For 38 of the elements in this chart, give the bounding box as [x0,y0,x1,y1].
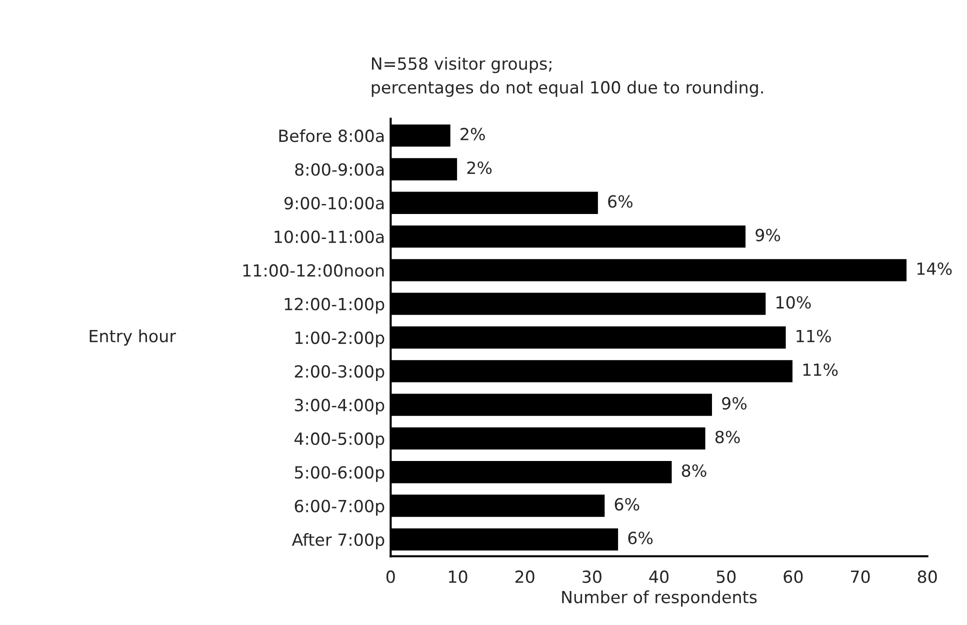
y-tick-label: 8:00-9:00a [295,163,384,176]
x-tick-label: 80 [918,570,937,584]
annotation: 8% [682,464,706,477]
x-tick-label: 60 [784,570,803,584]
x-tick-label: 70 [851,570,870,584]
annotation: 11% [803,363,838,376]
x-tick-label: 30 [582,570,602,584]
annotation: 6% [614,498,640,511]
annotation: 6% [608,195,632,208]
annotation: 9% [756,228,780,242]
y-tick-label: 6:00-7:00p [294,500,384,516]
x-axis-title: Number of respondents [562,590,757,607]
x-tick-label: 50 [716,570,736,584]
y-tick-label: 4:00-5:00p [294,432,384,448]
y-tick-label: 10:00-11:00a [274,230,384,244]
chart-title: N=558 visitor groups; percentages do not equal 100 due to rounding. [372,57,763,97]
y-tick-label: 5:00-6:00p [294,466,384,482]
annotation: 10% [776,296,811,309]
y-tick-label: 12:00-1:00p [284,298,384,314]
y-tick-label: 1:00-2:00p [295,331,384,348]
y-axis-title: Entry hour [90,329,176,346]
annotation: 11% [796,330,831,342]
annotation: 2% [467,161,492,174]
y-tick-label: 9:00-10:00a [284,196,384,210]
y-tick-label: 11:00-12:00noon [243,264,384,277]
y-tick-label: After 7:00p [292,533,384,550]
y-tick-label: Before 8:00a [279,129,384,142]
annotation: 14% [917,262,952,276]
annotation: 2% [460,128,485,140]
x-tick-label: 0 [386,570,395,584]
y-tick-label: 2:00-3:00p [294,365,384,381]
annotation: 8% [715,430,740,444]
y-tick-label: 3:00-4:00p [294,398,384,415]
x-tick-label: 10 [448,570,468,584]
x-tick-label: 20 [515,570,534,584]
annotation: 6% [628,532,653,544]
x-tick-label: 40 [649,570,669,584]
annotation: 9% [722,397,747,410]
